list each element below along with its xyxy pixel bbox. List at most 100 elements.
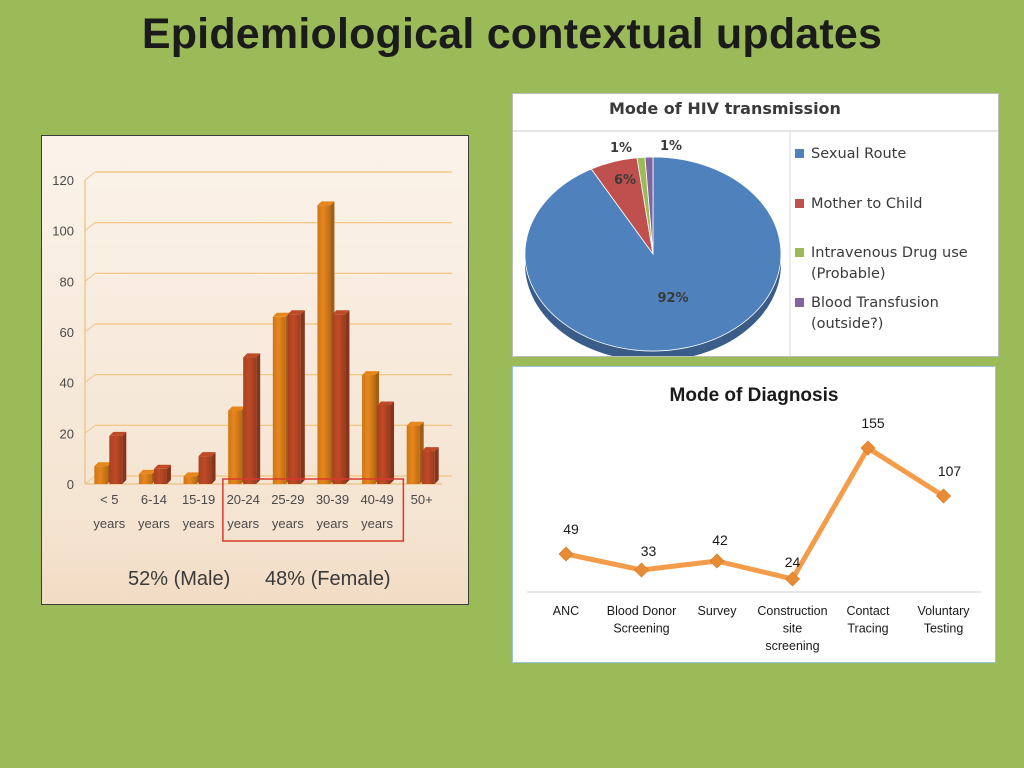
point-survey	[709, 553, 725, 569]
gridline-diag	[84, 374, 96, 384]
bar-female-20-24-years-top	[243, 353, 261, 358]
bar-female-5-years	[109, 435, 123, 484]
diagnosis-series-line	[563, 445, 946, 582]
legend-label: Intravenous Drug use	[811, 245, 968, 261]
bar-male-25-29-years	[272, 316, 286, 484]
gender-female-label: 48% (Female)	[265, 568, 391, 590]
bar-female-6-14-years-side	[166, 464, 171, 484]
gridline-diag	[84, 272, 96, 282]
data-label-voluntary-testing: 107	[938, 463, 962, 479]
bar-male-6-14-years	[138, 473, 152, 484]
pie-value-label: 1%	[610, 141, 632, 156]
highlight-box	[222, 478, 405, 542]
legend-swatch	[795, 149, 804, 158]
x-category-label: Blood Donor	[607, 604, 677, 618]
bar-female-30-39-years	[332, 314, 346, 484]
bar-female-15-19-years	[198, 456, 212, 484]
legend-label: (Probable)	[811, 266, 886, 282]
y-tick-label: 100	[52, 224, 74, 239]
x-category-label: ANC	[553, 604, 579, 618]
bar-male-5-years-top	[94, 462, 112, 467]
y-tick-label: 60	[60, 325, 74, 340]
x-category-label: 15-19	[182, 492, 215, 507]
gridline-diag	[84, 475, 96, 485]
gridline-diag	[84, 424, 96, 434]
x-category-label: years	[227, 516, 259, 531]
bar-female-40-49-years-top	[377, 401, 395, 406]
x-category-label: 40-49	[360, 492, 393, 507]
legend-swatch	[795, 248, 804, 257]
diagnosis-line-chart-svg: Mode of Diagnosis 49 33 42 24 155 107 ANC Blood …	[527, 385, 981, 653]
legend-swatch	[795, 298, 804, 307]
bar-male-5-years	[94, 466, 108, 484]
bar-female-50-top	[421, 447, 439, 452]
bar-male-6-14-years-top	[138, 469, 156, 474]
x-category-label: site	[783, 622, 803, 636]
x-category-label: years	[272, 516, 304, 531]
bar-female-15-19-years-side	[211, 452, 216, 484]
gridline-diag	[84, 171, 96, 181]
y-tick-label: 120	[52, 173, 74, 188]
pie-title-rule	[513, 130, 998, 132]
line-title: Mode of Diagnosis	[670, 385, 839, 406]
bar-male-50-top	[406, 421, 424, 426]
diagnosis-mode-chart: Mode of Diagnosis 49 33 42 24 155 107 ANC Blood …	[512, 366, 996, 663]
x-category-label: years	[138, 516, 170, 531]
bar-male-50	[406, 425, 420, 484]
x-category-label: Screening	[613, 622, 669, 636]
pie-title: Mode of HIV transmission	[609, 99, 841, 118]
bar-female-50	[421, 451, 435, 484]
hiv-transmission-chart: Mode of HIV transmission 92% 6% 1% 1% Sexual …	[512, 93, 999, 357]
bar-female-20-24-years-side	[256, 353, 261, 484]
bar-male-40-49-years	[362, 375, 376, 484]
y-tick-label: 20	[60, 426, 74, 441]
x-category-label: 20-24	[227, 492, 260, 507]
bar-female-25-29-years	[287, 314, 301, 484]
bar-male-25-29-years-top	[272, 312, 290, 317]
point-construction-site-screening	[785, 571, 800, 587]
data-label-blood-donor-screening: 33	[641, 543, 657, 559]
bar-male-40-49-years-top	[362, 371, 380, 376]
bar-female-50-side	[434, 447, 439, 484]
x-category-label: screening	[765, 639, 819, 653]
data-label-anc: 49	[563, 521, 579, 537]
point-voluntary-testing	[936, 488, 951, 504]
x-category-label: years	[317, 516, 349, 531]
transmission-pie-chart-svg: Mode of HIV transmission 92% 6% 1% 1% Sexual …	[513, 99, 998, 356]
bar-female-15-19-years-top	[198, 452, 216, 457]
bar-male-30-39-years-top	[317, 201, 335, 206]
bar-female-20-24-years	[243, 357, 257, 484]
bar-male-30-39-years	[317, 205, 331, 484]
y-tick-label: 0	[67, 477, 74, 492]
bar-female-25-29-years-side	[300, 310, 305, 484]
x-category-label: Voluntary	[917, 604, 970, 618]
x-category-label: Tracing	[847, 622, 888, 636]
bar-female-40-49-years	[377, 405, 391, 484]
x-category-label: 25-29	[271, 492, 304, 507]
legend-label: (outside?)	[811, 316, 883, 332]
pie-value-label: 1%	[660, 139, 682, 154]
bar-female-5-years-top	[109, 431, 127, 436]
pie-slice-blood-transfusion-outside	[644, 156, 654, 255]
bar-male-20-24-years	[228, 410, 242, 484]
x-category-label: years	[183, 516, 215, 531]
slide-title: Epidemiological contextual updates	[141, 10, 883, 58]
bar-female-25-29-years-top	[287, 310, 305, 315]
x-category-label: Contact	[846, 604, 890, 618]
gridline-diag	[84, 323, 96, 333]
legend-label: Blood Transfusion	[811, 295, 939, 311]
data-label-construction-site-screening: 24	[785, 554, 801, 570]
legend-label: Mother to Child	[811, 196, 923, 212]
bar-female-5-years-side	[122, 431, 127, 484]
x-category-label: Construction	[757, 604, 827, 618]
x-category-label: < 5	[100, 492, 118, 507]
point-blood-donor-screening	[634, 562, 649, 578]
y-tick-label: 80	[60, 274, 74, 289]
bar-female-30-39-years-side	[345, 310, 350, 484]
bar-male-15-19-years	[183, 476, 197, 484]
x-category-label: 30-39	[316, 492, 349, 507]
x-category-label: years	[93, 516, 125, 531]
bar-male-15-19-years-top	[183, 472, 201, 477]
legend-swatch	[795, 199, 804, 208]
y-tick-label: 40	[60, 376, 74, 391]
